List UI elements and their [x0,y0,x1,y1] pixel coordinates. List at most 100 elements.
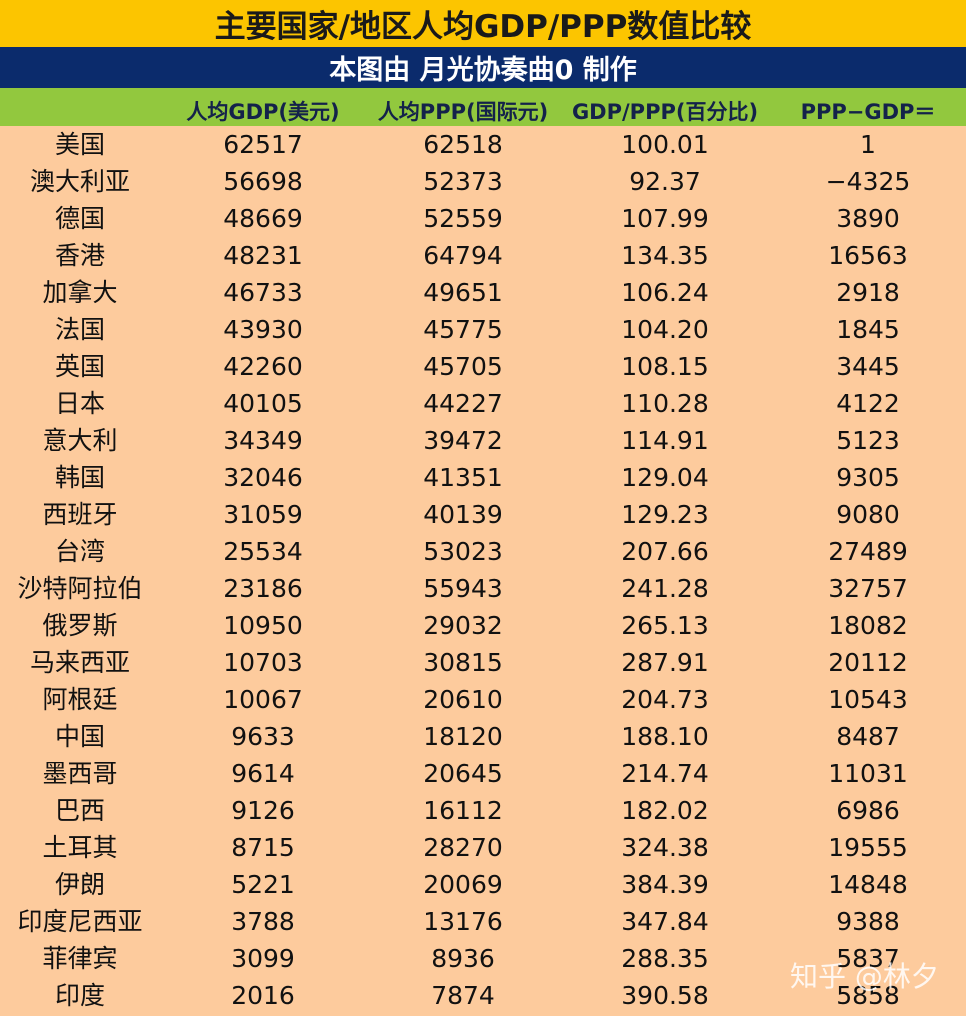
row-label: 美国 [54,130,106,159]
cell-value: 19555 [828,833,908,862]
cell-value: 214.74 [621,759,709,788]
row-label: 菲律宾 [42,944,118,973]
cell-value: 62518 [423,130,503,159]
cell-value: 34349 [223,426,303,455]
row-label: 西班牙 [42,500,118,529]
cell-value: 32046 [223,463,303,492]
cell-value: 39472 [423,426,503,455]
cell-value: 44227 [423,389,503,418]
cell-value: 10950 [223,611,303,640]
cell-value: 27489 [828,537,908,566]
cell-value: 2918 [836,278,900,307]
cell-value: 20069 [423,870,503,899]
row-label: 俄罗斯 [42,611,118,640]
subtitle: 本图由 月光协奏曲0 制作 [0,47,966,88]
cell-value: 16112 [423,796,503,825]
cell-value: 241.28 [621,574,709,603]
cell-value: 32757 [828,574,908,603]
cell-value: 31059 [223,500,303,529]
cell-value: 5858 [836,981,900,1010]
cell-value: 8936 [431,944,495,973]
cell-value: 390.58 [621,981,709,1010]
cell-value: 14848 [828,870,908,899]
cell-value: 45775 [423,315,503,344]
cell-value: 9080 [836,500,900,529]
cell-value: 106.24 [621,278,709,307]
cell-value: 20645 [423,759,503,788]
row-label: 韩国 [54,463,106,492]
cell-value: 13176 [423,907,503,936]
cell-value: 5123 [836,426,900,455]
watermark: 知乎 @林夕 [790,960,939,993]
cell-value: 9305 [836,463,900,492]
cell-value: 108.15 [621,352,709,381]
cell-value: 28270 [423,833,503,862]
cell-value: 5221 [231,870,295,899]
row-label: 阿根廷 [42,685,118,714]
cell-value: 52373 [423,167,503,196]
cell-value: 134.35 [621,241,709,270]
row-label: 法国 [54,315,106,344]
cell-value: 41351 [423,463,503,492]
cell-value: 42260 [223,352,303,381]
row-label: 德国 [54,204,106,233]
cell-value: 40105 [223,389,303,418]
cell-value: 64794 [423,241,503,270]
cell-value: 100.01 [621,130,709,159]
cell-value: 4122 [836,389,900,418]
cell-value: 188.10 [621,722,709,751]
cell-value: 2016 [231,981,295,1010]
cell-value: 10067 [223,685,303,714]
cell-value: 92.37 [629,167,701,196]
row-label: 马来西亚 [29,648,131,677]
cell-value: 20112 [828,648,908,677]
cell-value: 55943 [423,574,503,603]
cell-value: 49651 [423,278,503,307]
cell-value: 288.35 [621,944,709,973]
cell-value: 10703 [223,648,303,677]
cell-value: 10543 [828,685,908,714]
cell-value: 182.02 [621,796,709,825]
cell-value: 107.99 [621,204,709,233]
cell-value: 18082 [828,611,908,640]
header-row: 人均GDP(美元) 人均PPP(国际元) GDP/PPP(百分比) PPP−GDP＝ [0,88,966,126]
row-label: 伊朗 [54,870,106,899]
cell-value: 9614 [231,759,295,788]
cell-value: 9126 [231,796,295,825]
row-label: 印度尼西亚 [17,907,143,936]
row-label: 土耳其 [42,833,118,862]
cell-value: 9388 [836,907,900,936]
cell-value: 52559 [423,204,503,233]
cell-value: 46733 [223,278,303,307]
cell-value: 104.20 [621,315,709,344]
cell-value: 1 [860,130,876,159]
row-label: 沙特阿拉伯 [17,574,143,603]
cell-value: 1845 [836,315,900,344]
cell-value: 265.13 [621,611,709,640]
row-label: 意大利 [42,426,118,455]
cell-value: 347.84 [621,907,709,936]
cell-value: 324.38 [621,833,709,862]
cell-value: 5837 [836,944,900,973]
cell-value: 129.04 [621,463,709,492]
cell-value: 48669 [223,204,303,233]
cell-value: 53023 [423,537,503,566]
cell-value: 287.91 [621,648,709,677]
cell-value: 23186 [223,574,303,603]
cell-value: 56698 [223,167,303,196]
cell-value: 48231 [223,241,303,270]
cell-value: 207.66 [621,537,709,566]
row-label: 澳大利亚 [29,167,131,196]
cell-value: 3890 [836,204,900,233]
row-label: 墨西哥 [42,759,118,788]
cell-value: 110.28 [621,389,709,418]
cell-value: 43930 [223,315,303,344]
title: 主要国家/地区人均GDP/PPP数值比较 [0,0,966,47]
row-label: 中国 [54,722,106,751]
row-label: 香港 [54,241,106,270]
cell-value: 9633 [231,722,295,751]
row-label: 日本 [54,389,106,418]
cell-value: 3788 [231,907,295,936]
cell-value: 20610 [423,685,503,714]
